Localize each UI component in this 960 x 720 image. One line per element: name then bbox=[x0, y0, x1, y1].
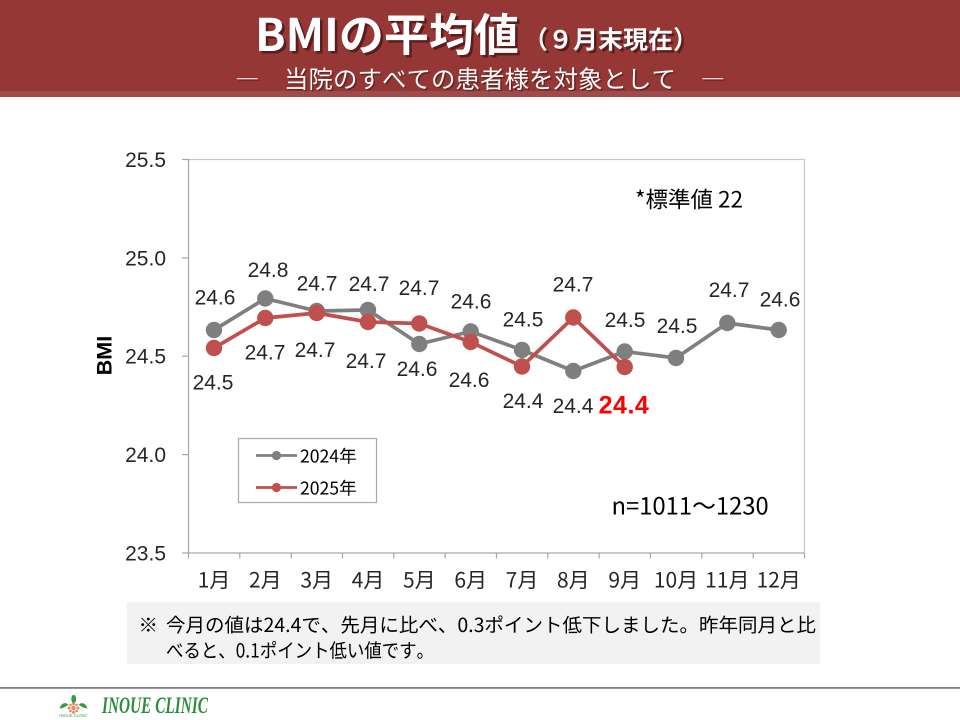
svg-text:BMI: BMI bbox=[93, 336, 117, 375]
svg-text:24.7: 24.7 bbox=[399, 277, 440, 300]
svg-text:24.6: 24.6 bbox=[760, 289, 801, 312]
svg-text:24.5: 24.5 bbox=[193, 372, 234, 395]
svg-text:23.5: 23.5 bbox=[125, 543, 166, 566]
svg-text:24.7: 24.7 bbox=[709, 279, 750, 302]
svg-text:24.6: 24.6 bbox=[397, 358, 438, 381]
svg-text:24.6: 24.6 bbox=[449, 369, 490, 392]
svg-text:24.5: 24.5 bbox=[503, 309, 544, 332]
svg-text:25.0: 25.0 bbox=[125, 247, 166, 270]
svg-text:24.5: 24.5 bbox=[125, 346, 166, 369]
svg-text:24.7: 24.7 bbox=[245, 342, 286, 365]
svg-text:24.7: 24.7 bbox=[346, 350, 387, 373]
svg-text:24.7: 24.7 bbox=[295, 339, 336, 362]
svg-text:24.4: 24.4 bbox=[503, 390, 544, 413]
svg-text:24.5: 24.5 bbox=[657, 315, 698, 338]
svg-text:24.0: 24.0 bbox=[125, 444, 166, 467]
svg-text:24.5: 24.5 bbox=[605, 309, 646, 332]
svg-text:INOUE CLINIC: INOUE CLINIC bbox=[59, 713, 87, 718]
svg-text:24.7: 24.7 bbox=[297, 273, 338, 296]
svg-text:24.8: 24.8 bbox=[248, 259, 289, 282]
svg-text:25.5: 25.5 bbox=[125, 149, 166, 172]
svg-text:INOUE CLINIC: INOUE CLINIC bbox=[101, 693, 208, 718]
svg-text:24.7: 24.7 bbox=[553, 274, 594, 297]
svg-text:24.6: 24.6 bbox=[451, 291, 492, 314]
svg-text:24.4: 24.4 bbox=[599, 392, 650, 420]
svg-text:24.6: 24.6 bbox=[195, 287, 236, 310]
svg-text:24.4: 24.4 bbox=[553, 395, 594, 418]
svg-text:24.7: 24.7 bbox=[349, 273, 390, 296]
